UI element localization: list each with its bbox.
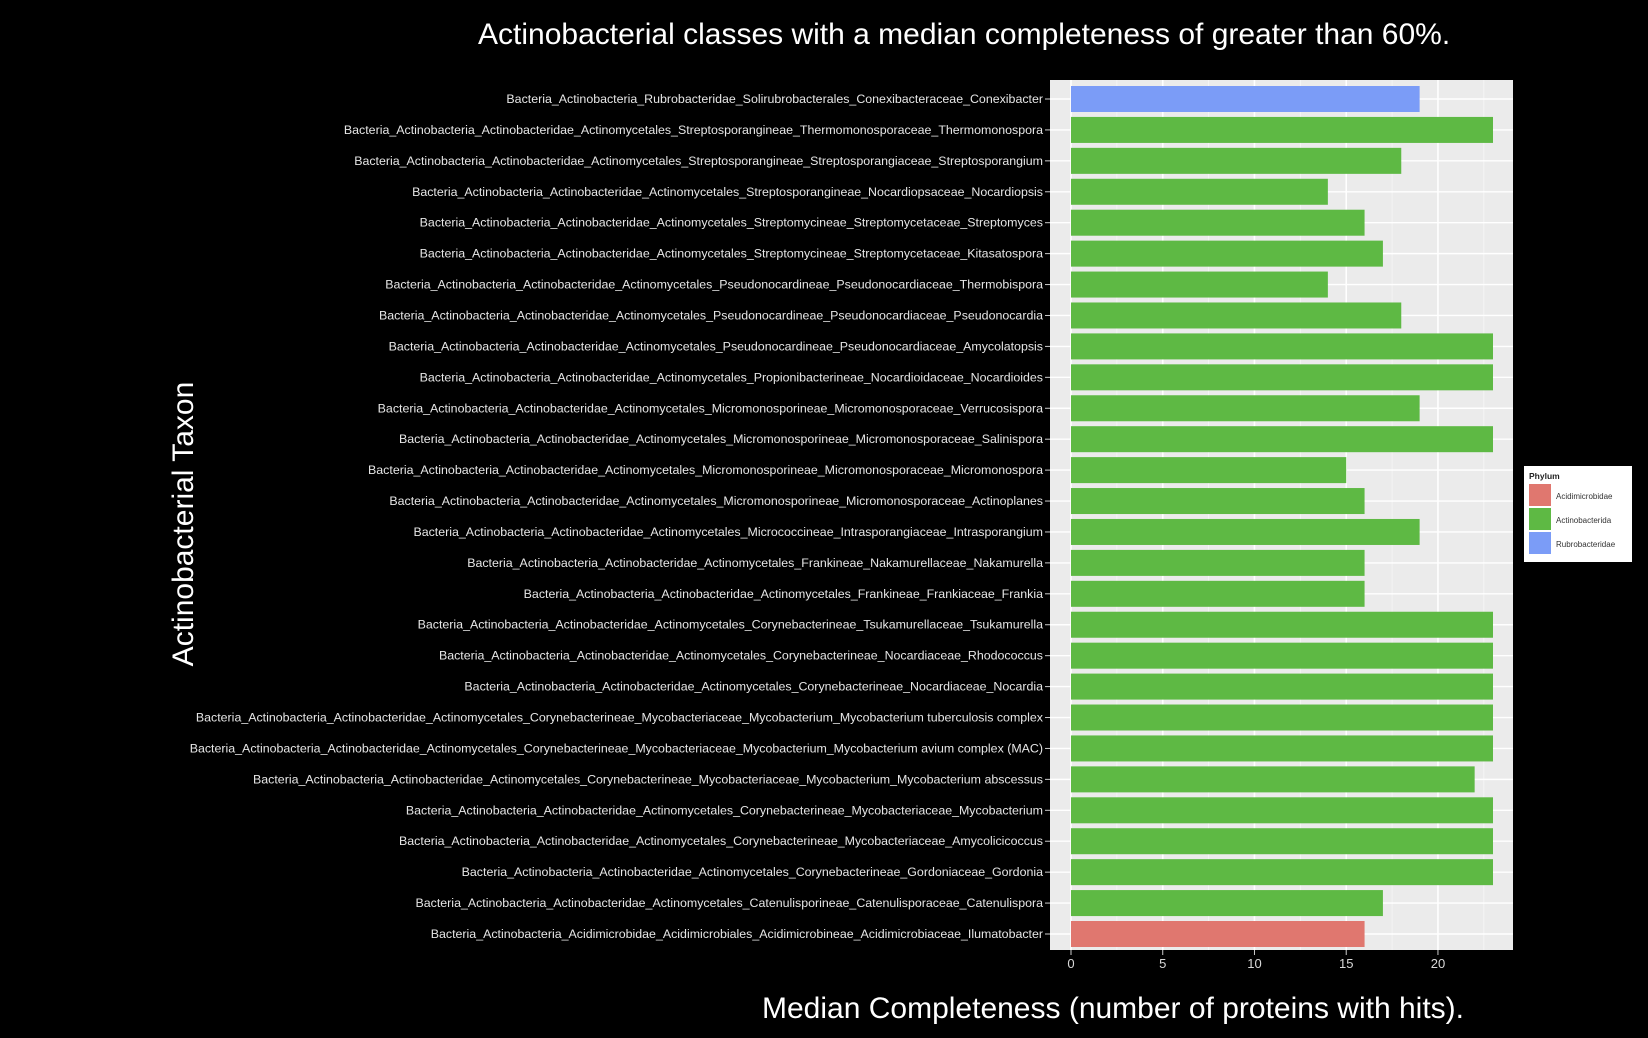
bar [1071,580,1365,607]
y-tick-label: Bacteria_Actinobacteria_Actinobacteridae… [368,463,1043,477]
y-tick-label: Bacteria_Actinobacteria_Actinobacteridae… [462,865,1043,879]
bar [1071,642,1493,669]
bar [1071,178,1328,205]
y-tick-label: Bacteria_Actinobacteria_Actinobacteridae… [413,525,1043,539]
y-tick-label: Bacteria_Actinobacteria_Actinobacteridae… [378,401,1043,415]
y-tick-label: Bacteria_Actinobacteria_Actinobacteridae… [467,556,1043,570]
y-tick-label: Bacteria_Actinobacteria_Actinobacteridae… [389,339,1043,353]
bar [1071,116,1493,143]
y-tick-label: Bacteria_Actinobacteria_Actinobacteridae… [354,154,1043,168]
x-tick-label: 15 [1339,956,1353,971]
bar [1071,271,1328,298]
legend-key [1529,508,1551,530]
bar [1071,828,1493,855]
bar [1071,890,1383,917]
x-tick-label: 10 [1247,956,1261,971]
y-tick-label: Bacteria_Actinobacteria_Actinobacteridae… [344,123,1043,137]
bar [1071,240,1383,267]
y-tick-label: Bacteria_Actinobacteria_Actinobacteridae… [524,587,1043,601]
bar [1071,859,1493,886]
bar [1071,147,1402,174]
bar [1071,488,1365,515]
legend-label: Actinobacterida [1556,516,1612,525]
legend-key [1529,532,1551,554]
bar [1071,457,1347,484]
x-tick-label: 0 [1067,956,1074,971]
legend-label: Acidimicrobidae [1556,492,1613,501]
y-tick-label: Bacteria_Actinobacteria_Actinobacteridae… [416,896,1044,910]
bar [1071,395,1420,422]
bar [1071,735,1493,762]
legend-key [1529,484,1551,506]
y-tick-label: Bacteria_Actinobacteria_Actinobacteridae… [412,185,1043,199]
y-tick-label: Bacteria_Actinobacteria_Actinobacteridae… [420,216,1043,230]
y-tick-label: Bacteria_Actinobacteria_Actinobacteridae… [406,803,1043,817]
y-tick-label: Bacteria_Actinobacteria_Actinobacteridae… [399,432,1043,446]
bar [1071,333,1493,360]
bar [1071,611,1493,638]
legend-label: Rubrobacteridae [1556,540,1616,549]
bar [1071,549,1365,576]
y-tick-label: Bacteria_Actinobacteria_Actinobacteridae… [196,711,1044,725]
y-tick-label: Bacteria_Actinobacteria_Actinobacteridae… [420,247,1043,261]
slide-title: Actinobacterial classes with a median co… [478,18,1451,51]
bar [1071,209,1365,236]
bar [1071,518,1420,545]
bar [1071,766,1475,793]
y-tick-label: Bacteria_Actinobacteria_Actinobacteridae… [253,772,1043,786]
bar [1071,364,1493,391]
y-tick-label: Bacteria_Actinobacteria_Actinobacteridae… [379,308,1043,322]
y-tick-label: Bacteria_Actinobacteria_Actinobacteridae… [439,649,1043,663]
y-tick-label: Bacteria_Actinobacteria_Actinobacteridae… [190,741,1043,755]
bar [1071,797,1493,824]
legend-title: Phylum [1529,471,1560,481]
bar [1071,704,1493,731]
x-axis-title: Median Completeness (number of proteins … [762,992,1464,1025]
y-tick-label: Bacteria_Actinobacteria_Rubrobacteridae_… [506,92,1043,106]
y-tick-label: Bacteria_Actinobacteria_Actinobacteridae… [385,278,1043,292]
bar [1071,673,1493,700]
y-tick-label: Bacteria_Actinobacteria_Actinobacteridae… [464,680,1043,694]
y-tick-label: Bacteria_Actinobacteria_Actinobacteridae… [399,834,1043,848]
bar [1071,86,1420,112]
x-tick-label: 20 [1431,956,1445,971]
bar [1071,302,1402,329]
bar [1071,426,1493,453]
y-tick-label: Bacteria_Actinobacteria_Actinobacteridae… [418,618,1043,632]
x-tick-label: 5 [1159,956,1166,971]
bar [1071,921,1365,947]
y-tick-label: Bacteria_Actinobacteria_Actinobacteridae… [389,494,1043,508]
y-tick-label: Bacteria_Actinobacteria_Actinobacteridae… [420,370,1043,384]
y-tick-label: Bacteria_Actinobacteria_Acidimicrobidae_… [431,927,1043,941]
y-axis-title: Actinobacterial Taxon [167,381,200,667]
